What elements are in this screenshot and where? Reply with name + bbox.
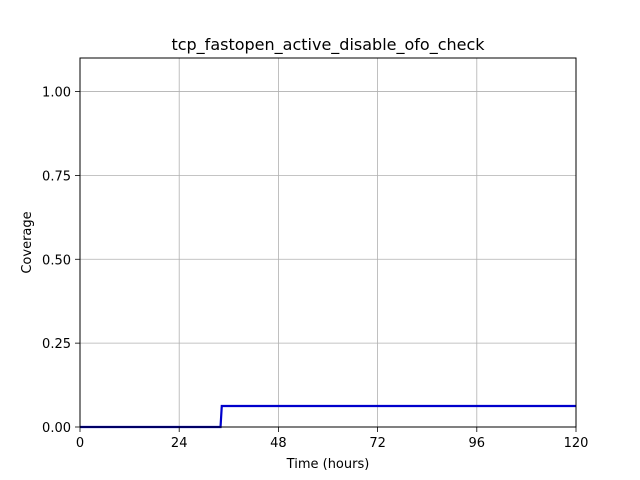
plot-area-frame [79, 57, 577, 428]
x-tick-label: 24 [171, 436, 188, 451]
grid-lines [79, 58, 577, 428]
x-tick-label: 96 [469, 436, 486, 451]
x-tick-label: 0 [76, 436, 84, 451]
axis-ticks: 0 24 48 72 96 120 0.00 0.25 0.50 0.75 1.00 [42, 86, 588, 451]
x-tick-label: 72 [369, 436, 386, 451]
y-tick-label: 0.25 [42, 337, 71, 352]
x-tick-label: 48 [270, 436, 287, 451]
y-tick-label: 0.75 [42, 169, 71, 184]
x-tick-label: 120 [564, 436, 589, 451]
coverage-series-line [80, 404, 576, 429]
series-layer [80, 404, 576, 429]
chart-title: tcp_fastopen_active_disable_ofo_check [171, 35, 485, 55]
y-tick-label: 1.00 [42, 86, 71, 101]
y-tick-label: 0.50 [42, 253, 71, 268]
y-tick-label: 0.00 [42, 421, 71, 436]
x-axis-label: Time (hours) [286, 457, 370, 472]
y-axis-label: Coverage [20, 211, 35, 273]
